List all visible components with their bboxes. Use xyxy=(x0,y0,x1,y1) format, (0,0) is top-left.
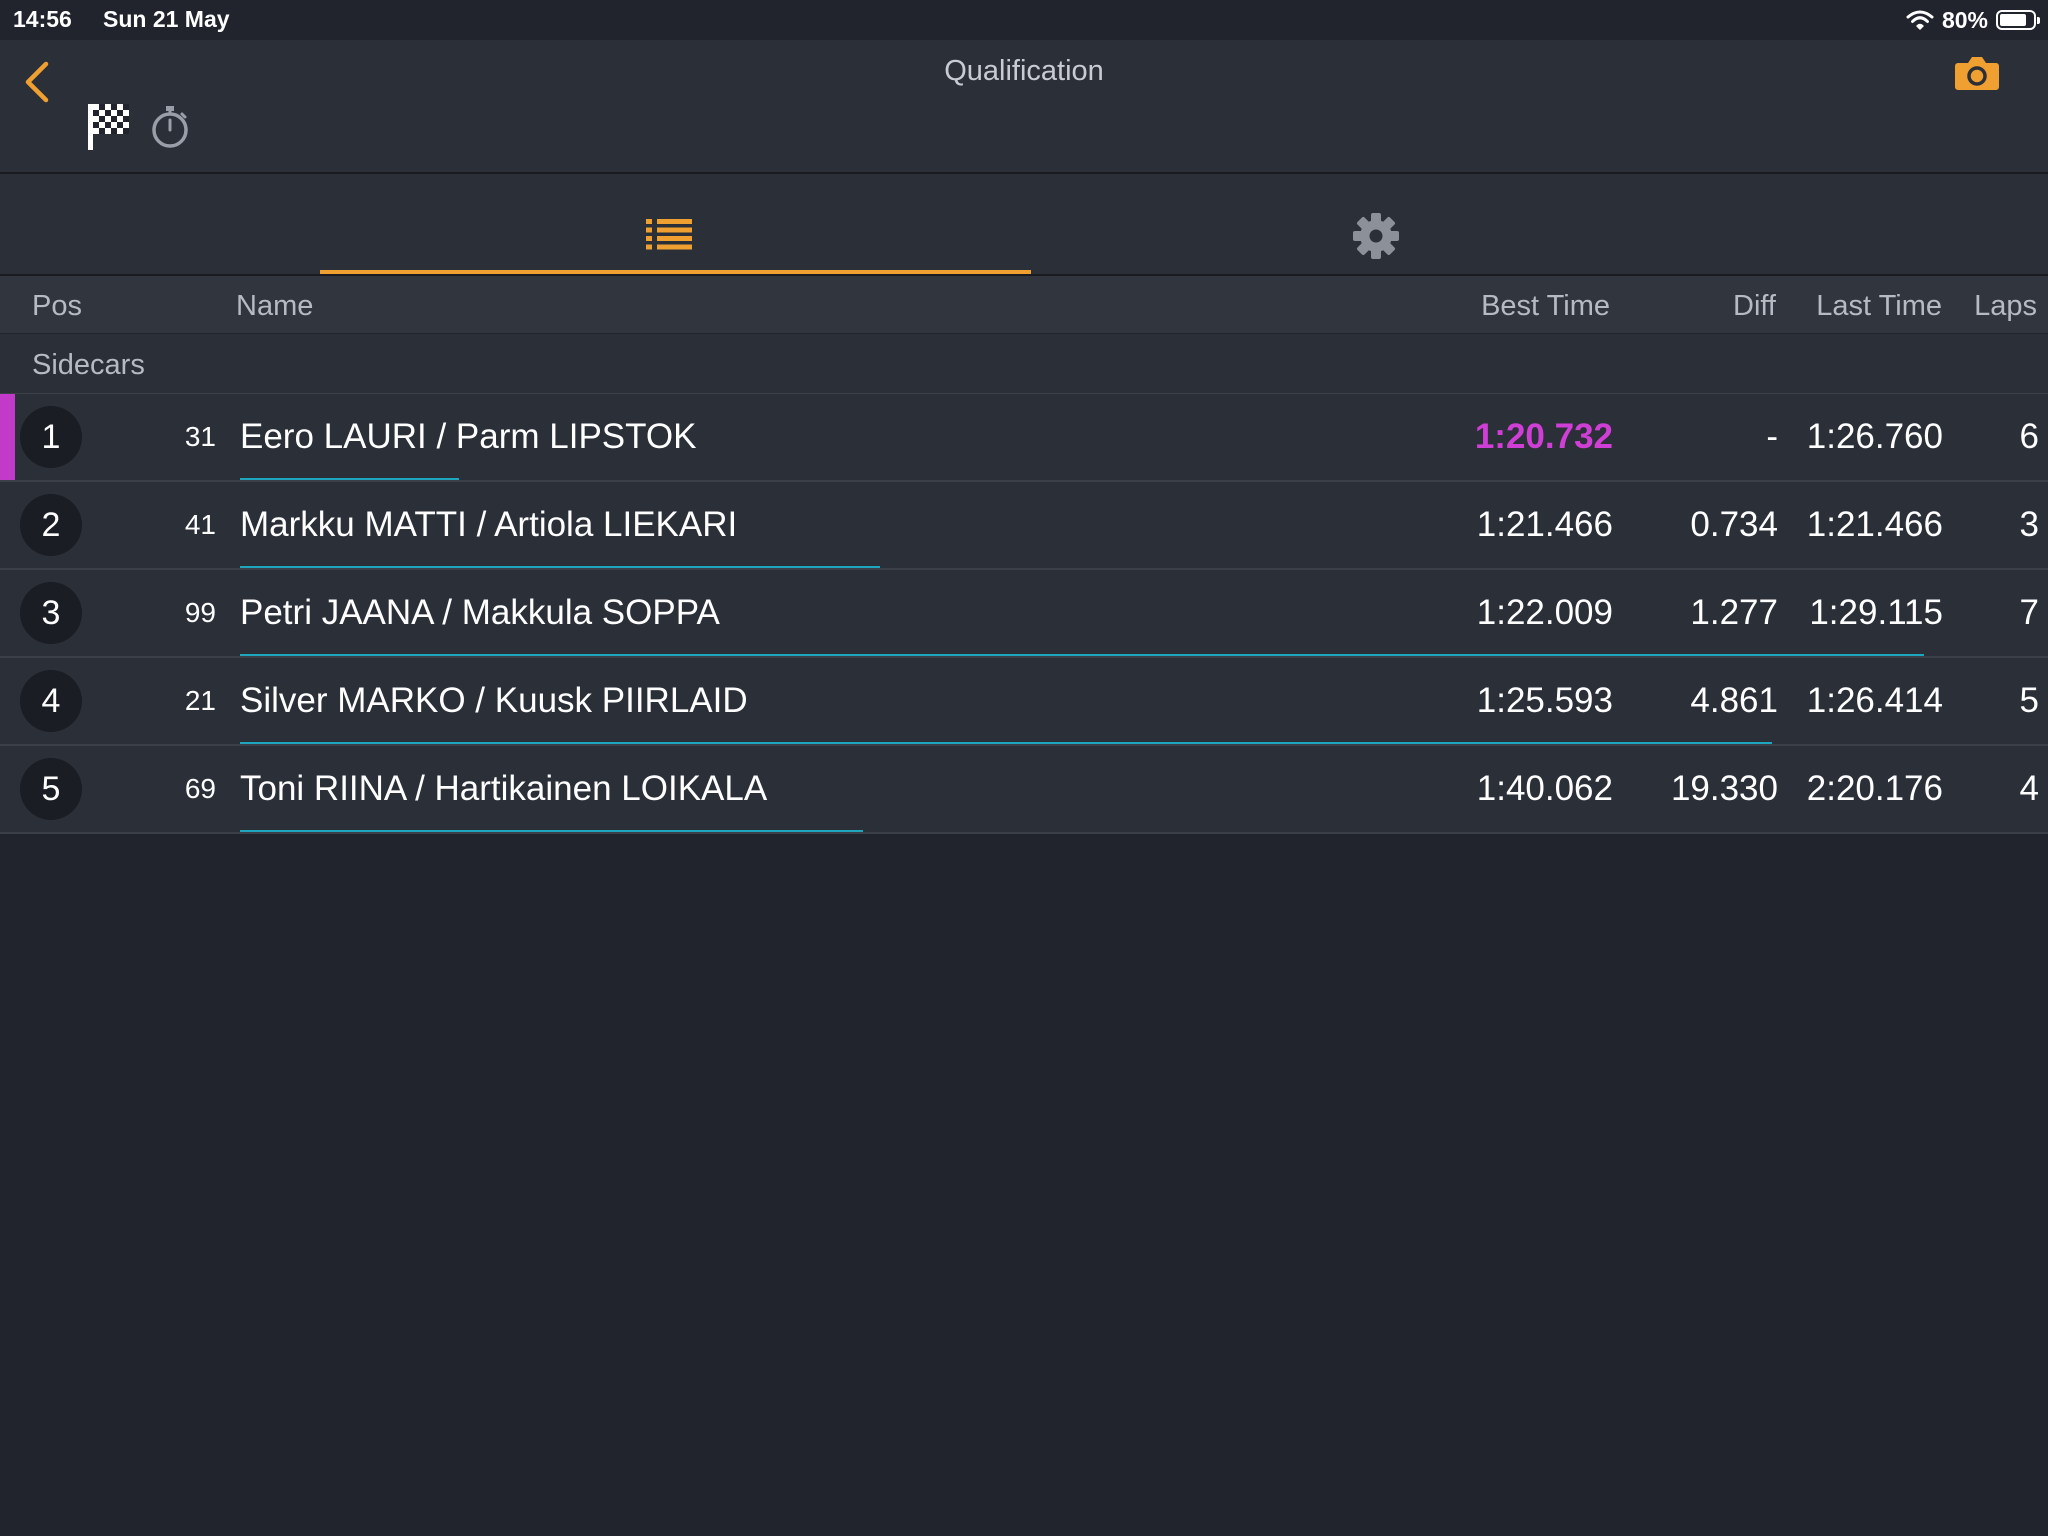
lap-count: 6 xyxy=(2019,417,2039,456)
class-group-header: Sidecars xyxy=(0,334,2048,394)
last-time: 1:26.414 xyxy=(1806,681,1943,720)
best-time: 1:20.732 xyxy=(1474,417,1613,456)
leader-marker xyxy=(0,394,15,480)
battery-percent: 80% xyxy=(1941,6,1988,33)
tab-list[interactable] xyxy=(320,174,1031,274)
best-time: 1:25.593 xyxy=(1476,681,1613,720)
stopwatch-icon xyxy=(152,106,188,148)
result-row[interactable]: 4 21 Silver MARKO / Kuusk PIIRLAID 1:25.… xyxy=(0,658,2048,746)
race-flag-button[interactable] xyxy=(86,100,132,157)
checkered-flag-icon xyxy=(88,104,129,150)
list-icon xyxy=(646,219,692,250)
status-indicators: 80% xyxy=(1906,6,2040,34)
diff-time: 0.734 xyxy=(1690,505,1778,544)
competitor-number: 41 xyxy=(184,509,216,540)
lap-count: 3 xyxy=(2019,505,2039,544)
status-time: 14:56 xyxy=(13,6,72,32)
competitor-name: Toni RIINA / Hartikainen LOIKALA xyxy=(240,769,768,808)
last-time: 1:29.115 xyxy=(1809,593,1943,632)
lap-progress-bar xyxy=(240,830,863,832)
result-row[interactable]: 2 41 Markku MATTI / Artiola LIEKARI 1:21… xyxy=(0,482,2048,570)
battery-icon xyxy=(1996,10,2040,30)
nav-header: Qualification xyxy=(0,40,2048,174)
competitor-name: Eero LAURI / Parm LIPSTOK xyxy=(240,417,697,456)
class-group-label: Sidecars xyxy=(32,349,145,381)
wifi-icon xyxy=(1906,10,1934,30)
chevron-left-icon xyxy=(25,61,49,103)
gear-icon xyxy=(1353,213,1399,259)
best-time: 1:22.009 xyxy=(1476,593,1613,632)
competitor-number: 21 xyxy=(184,685,216,716)
stopwatch-button[interactable] xyxy=(149,104,191,155)
col-laps: Laps xyxy=(1974,290,2037,322)
col-pos: Pos xyxy=(32,290,82,322)
position-badge: 2 xyxy=(20,494,82,556)
result-row[interactable]: 5 69 Toni RIINA / Hartikainen LOIKALA 1:… xyxy=(0,746,2048,834)
best-time: 1:21.466 xyxy=(1476,505,1613,544)
lap-progress-bar xyxy=(240,478,459,480)
status-date: Sun 21 May xyxy=(103,6,230,32)
status-bar: 14:56 Sun 21 May 80% xyxy=(0,0,2048,40)
lap-progress-bar xyxy=(240,654,1924,656)
lap-progress-bar xyxy=(240,742,1772,744)
diff-time: 19.330 xyxy=(1670,769,1778,808)
competitor-number: 31 xyxy=(184,421,216,452)
result-row[interactable]: 3 99 Petri JAANA / Makkula SOPPA 1:22.00… xyxy=(0,570,2048,658)
lap-progress-bar xyxy=(240,566,880,568)
column-headers: Pos Name Best Time Diff Last Time Laps xyxy=(0,276,2048,334)
competitor-name: Markku MATTI / Artiola LIEKARI xyxy=(240,505,738,544)
page-title: Qualification xyxy=(944,55,1104,87)
result-row[interactable]: 1 31 Eero LAURI / Parm LIPSTOK 1:20.732 … xyxy=(0,394,2048,482)
lap-count: 4 xyxy=(2019,769,2039,808)
lap-count: 5 xyxy=(2019,681,2039,720)
camera-icon xyxy=(1955,57,1999,90)
position-badge: 5 xyxy=(20,758,82,820)
diff-time: 4.861 xyxy=(1690,681,1778,720)
position-badge: 1 xyxy=(20,406,82,468)
battery-level xyxy=(2000,14,2026,26)
col-best-time: Best Time xyxy=(1481,290,1610,322)
lap-count: 7 xyxy=(2019,593,2039,632)
competitor-number: 69 xyxy=(184,773,216,804)
tab-bar xyxy=(0,174,2048,276)
camera-button[interactable] xyxy=(1954,54,2000,97)
competitor-name: Silver MARKO / Kuusk PIIRLAID xyxy=(240,681,748,720)
col-diff: Diff xyxy=(1733,290,1776,322)
best-time: 1:40.062 xyxy=(1476,769,1613,808)
col-last-time: Last Time xyxy=(1816,290,1942,322)
diff-time: 1.277 xyxy=(1690,593,1778,632)
last-time: 1:21.466 xyxy=(1806,505,1943,544)
competitor-name: Petri JAANA / Makkula SOPPA xyxy=(240,593,720,632)
results-list: 1 31 Eero LAURI / Parm LIPSTOK 1:20.732 … xyxy=(0,394,2048,834)
position-badge: 4 xyxy=(20,670,82,732)
last-time: 1:26.760 xyxy=(1806,417,1943,456)
diff-time: - xyxy=(1766,417,1778,456)
col-name: Name xyxy=(236,290,314,322)
back-button[interactable] xyxy=(18,58,58,108)
last-time: 2:20.176 xyxy=(1806,769,1943,808)
competitor-number: 99 xyxy=(184,597,216,628)
tab-selected-indicator xyxy=(320,270,1031,274)
position-badge: 3 xyxy=(20,582,82,644)
tab-settings[interactable] xyxy=(1031,174,1721,274)
